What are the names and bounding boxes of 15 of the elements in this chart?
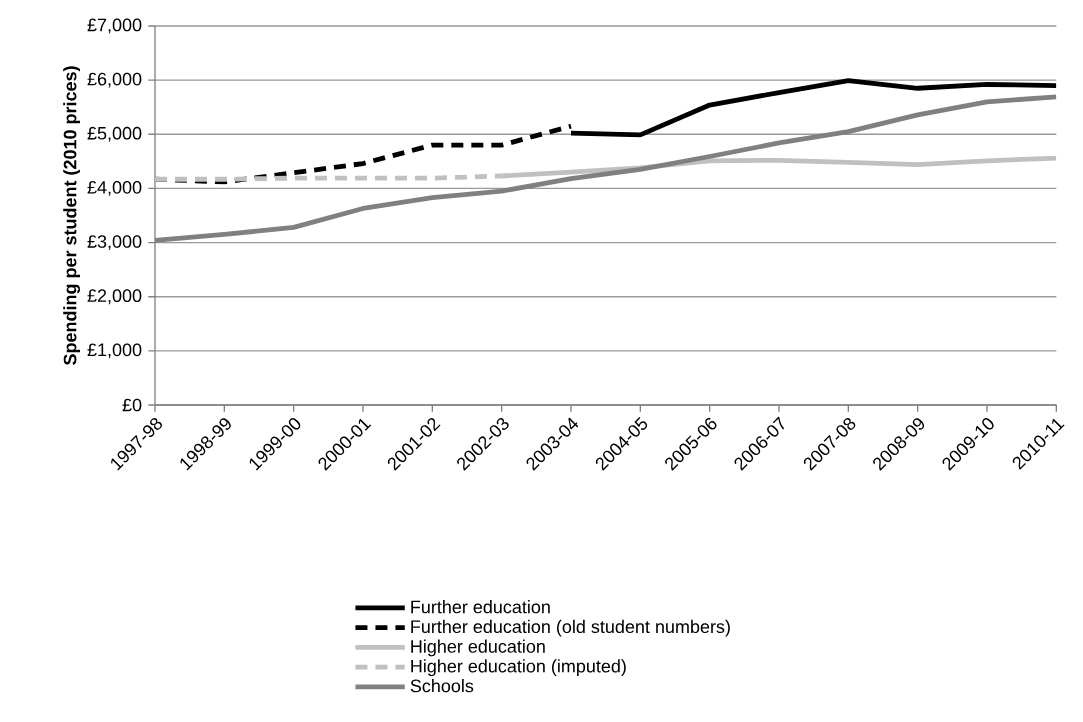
y-tick-label: £0 xyxy=(122,398,142,412)
y-tick-label: £1,000 xyxy=(87,343,142,359)
legend-label: Schools xyxy=(410,679,474,693)
y-tick-label: £2,000 xyxy=(87,289,142,305)
line-series xyxy=(568,78,1057,138)
legend-label: Further education xyxy=(411,600,550,614)
y-tick-label: £5,000 xyxy=(87,126,142,142)
legend-label: Higher education (imputed) xyxy=(411,659,626,677)
legend-label: Higher education xyxy=(411,639,545,657)
y-axis-title: Spending per student (2010 prices) xyxy=(63,66,81,366)
y-tick-label: £3,000 xyxy=(87,235,142,251)
legend-label: Further education (old student numbers) xyxy=(411,619,730,637)
y-tick-label: £4,000 xyxy=(87,181,142,196)
y-tick-label: £7,000 xyxy=(87,18,142,34)
y-tick-label: £6,000 xyxy=(87,72,142,88)
